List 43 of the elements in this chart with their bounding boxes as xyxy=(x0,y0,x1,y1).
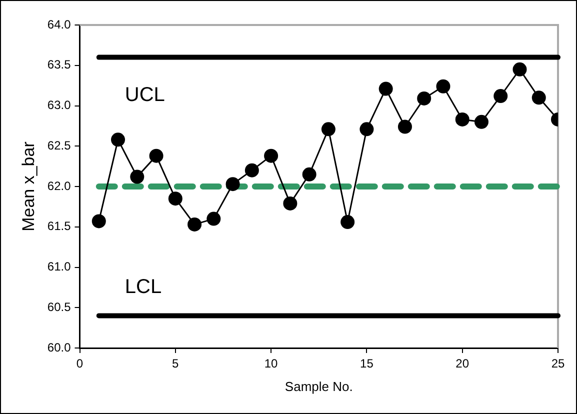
point xyxy=(360,122,374,136)
point xyxy=(436,79,450,94)
point xyxy=(111,132,126,147)
y-tick-label: 62.5 xyxy=(47,138,72,152)
point xyxy=(512,62,527,76)
point xyxy=(264,148,278,163)
point xyxy=(92,214,106,228)
y-tick-label: 60.0 xyxy=(47,340,72,354)
point xyxy=(188,217,202,232)
x-axis-title: Sample No. xyxy=(284,378,353,394)
y-tick-label: 64.0 xyxy=(47,17,72,32)
x-tick-label: 0 xyxy=(76,356,84,371)
x-tick-label: 25 xyxy=(551,356,565,371)
point xyxy=(474,114,488,129)
point xyxy=(494,89,508,104)
point xyxy=(206,212,221,226)
ref-line-label: LCL xyxy=(124,276,162,298)
y-tick-label: 60.5 xyxy=(47,300,72,314)
point xyxy=(321,122,336,136)
point xyxy=(283,196,298,210)
point xyxy=(398,120,412,134)
x-tick-label: 15 xyxy=(360,356,374,371)
point xyxy=(149,148,164,163)
y-axis-title: Mean x_bar xyxy=(18,141,38,232)
point xyxy=(130,170,144,184)
y-tick-label: 63.5 xyxy=(47,58,72,72)
point xyxy=(340,215,355,230)
x-tick-label: 20 xyxy=(456,356,470,371)
point xyxy=(302,167,316,182)
point xyxy=(244,163,259,178)
y-tick-label: 63.0 xyxy=(47,98,72,112)
point xyxy=(417,91,432,106)
y-tick-label: 62.0 xyxy=(47,178,72,193)
ref-line-label: UCL xyxy=(124,84,165,106)
x-tick-label: 10 xyxy=(264,356,278,371)
point xyxy=(378,82,393,96)
point xyxy=(168,192,182,206)
point xyxy=(455,112,470,126)
y-tick-label: 61.0 xyxy=(47,260,72,274)
point xyxy=(532,90,546,105)
x-tick-label: 5 xyxy=(172,356,180,371)
y-tick-label: 61.5 xyxy=(47,219,72,234)
point xyxy=(226,177,240,192)
